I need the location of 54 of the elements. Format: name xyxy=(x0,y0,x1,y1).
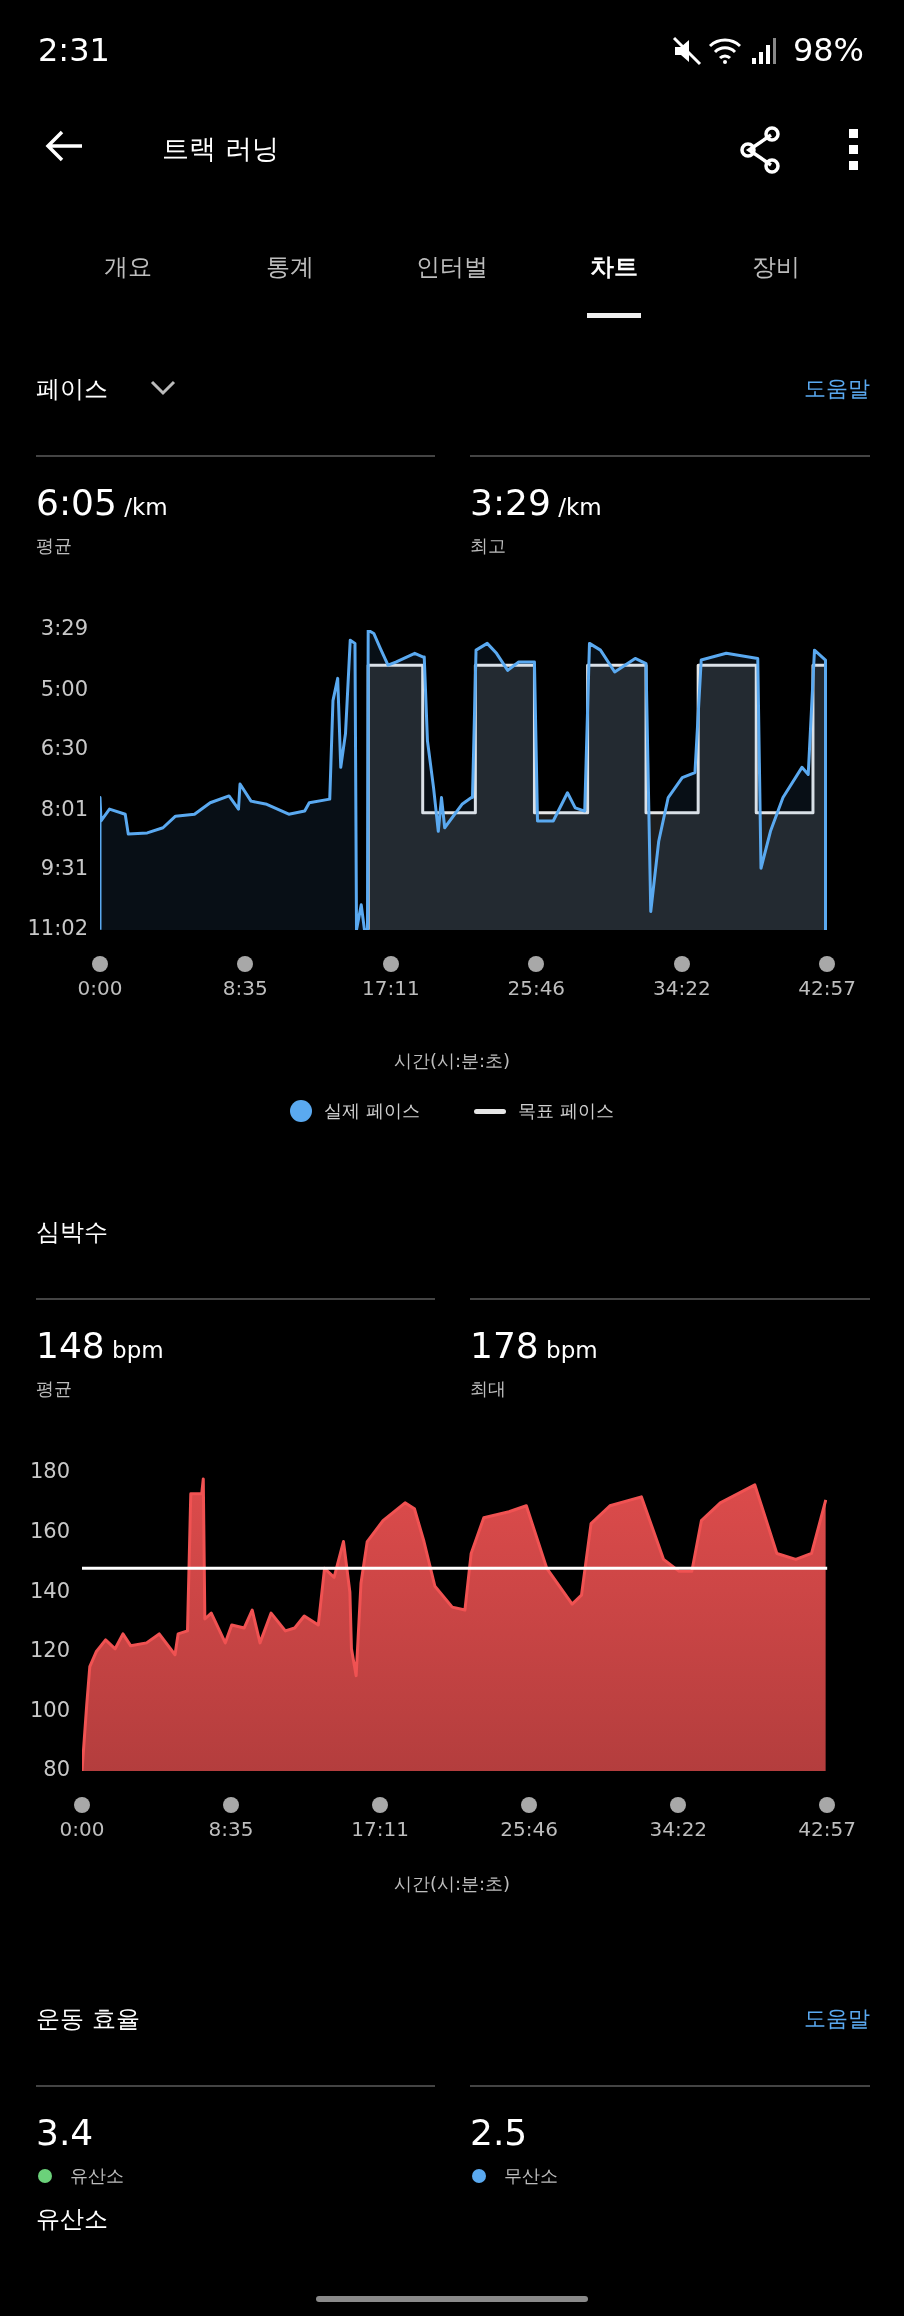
text: 유산소 xyxy=(70,2164,124,2188)
y-tick-label: 3:29 xyxy=(40,616,88,641)
y-tick-label: 80 xyxy=(43,1757,70,1782)
x-axis-title: 시간(시:분:초) xyxy=(392,1872,512,1896)
y-tick-label: 180 xyxy=(29,1459,70,1484)
text: 148 bpm xyxy=(36,1324,164,1368)
x-tick-label: 25:46 xyxy=(500,1817,558,1842)
text: 98% xyxy=(792,30,864,70)
text: 6:05 /km xyxy=(36,481,168,525)
text: 평균 xyxy=(36,1377,72,1401)
x-tick-label: 8:35 xyxy=(222,976,268,1001)
text: 장비 xyxy=(751,252,801,283)
x-tick-label: 0:00 xyxy=(59,1817,105,1842)
x-tick-label: 0:00 xyxy=(77,976,123,1001)
legend-label: 실제 페이스 xyxy=(324,1099,420,1123)
text: 2.5 xyxy=(470,2111,528,2155)
x-tick-label: 17:11 xyxy=(362,976,420,1001)
x-tick-label: 8:35 xyxy=(208,1817,254,1842)
y-tick-label: 120 xyxy=(29,1638,70,1663)
text: 트랙 러닝 xyxy=(162,132,279,166)
x-tick-label: 42:57 xyxy=(798,1817,856,1842)
x-tick-label: 34:22 xyxy=(649,1817,708,1842)
y-tick-label: 11:02 xyxy=(27,916,88,941)
text: 최대 xyxy=(470,1377,506,1401)
text: 2:31 xyxy=(38,30,110,70)
y-tick-label: 160 xyxy=(29,1519,70,1544)
y-tick-label: 140 xyxy=(29,1578,70,1603)
y-tick-label: 6:30 xyxy=(40,736,88,761)
text: 통계 xyxy=(265,252,315,283)
text: 도움말 xyxy=(804,2005,870,2033)
y-tick-label: 9:31 xyxy=(40,856,88,881)
text: 운동 효율 xyxy=(36,2004,140,2035)
text: 3:29 /km xyxy=(470,481,602,525)
text: 평균 xyxy=(36,534,72,558)
text: 개요 xyxy=(103,252,153,283)
text: 차트 xyxy=(589,252,639,283)
y-tick-label: 8:01 xyxy=(40,796,88,821)
text: 인터벌 xyxy=(415,252,489,283)
x-axis-title: 시간(시:분:초) xyxy=(392,1049,512,1073)
chart-subtitle: 도움말 xyxy=(804,375,870,403)
x-tick-label: 34:22 xyxy=(653,976,711,1001)
chart-title: 페이스 xyxy=(36,374,108,405)
x-tick-label: 42:57 xyxy=(798,976,856,1001)
text: 무산소 xyxy=(504,2164,558,2188)
y-tick-label: 5:00 xyxy=(40,676,88,701)
text: 178 bpm xyxy=(470,1324,598,1368)
text: 최고 xyxy=(470,534,506,558)
text: 유산소 xyxy=(36,2204,108,2235)
y-tick-label: 100 xyxy=(29,1697,70,1722)
text: 3.4 xyxy=(36,2111,94,2155)
chart-title: 심박수 xyxy=(36,1217,108,1248)
x-tick-label: 17:11 xyxy=(351,1817,409,1842)
legend-label: 목표 페이스 xyxy=(518,1099,614,1123)
x-tick-label: 25:46 xyxy=(507,976,566,1001)
